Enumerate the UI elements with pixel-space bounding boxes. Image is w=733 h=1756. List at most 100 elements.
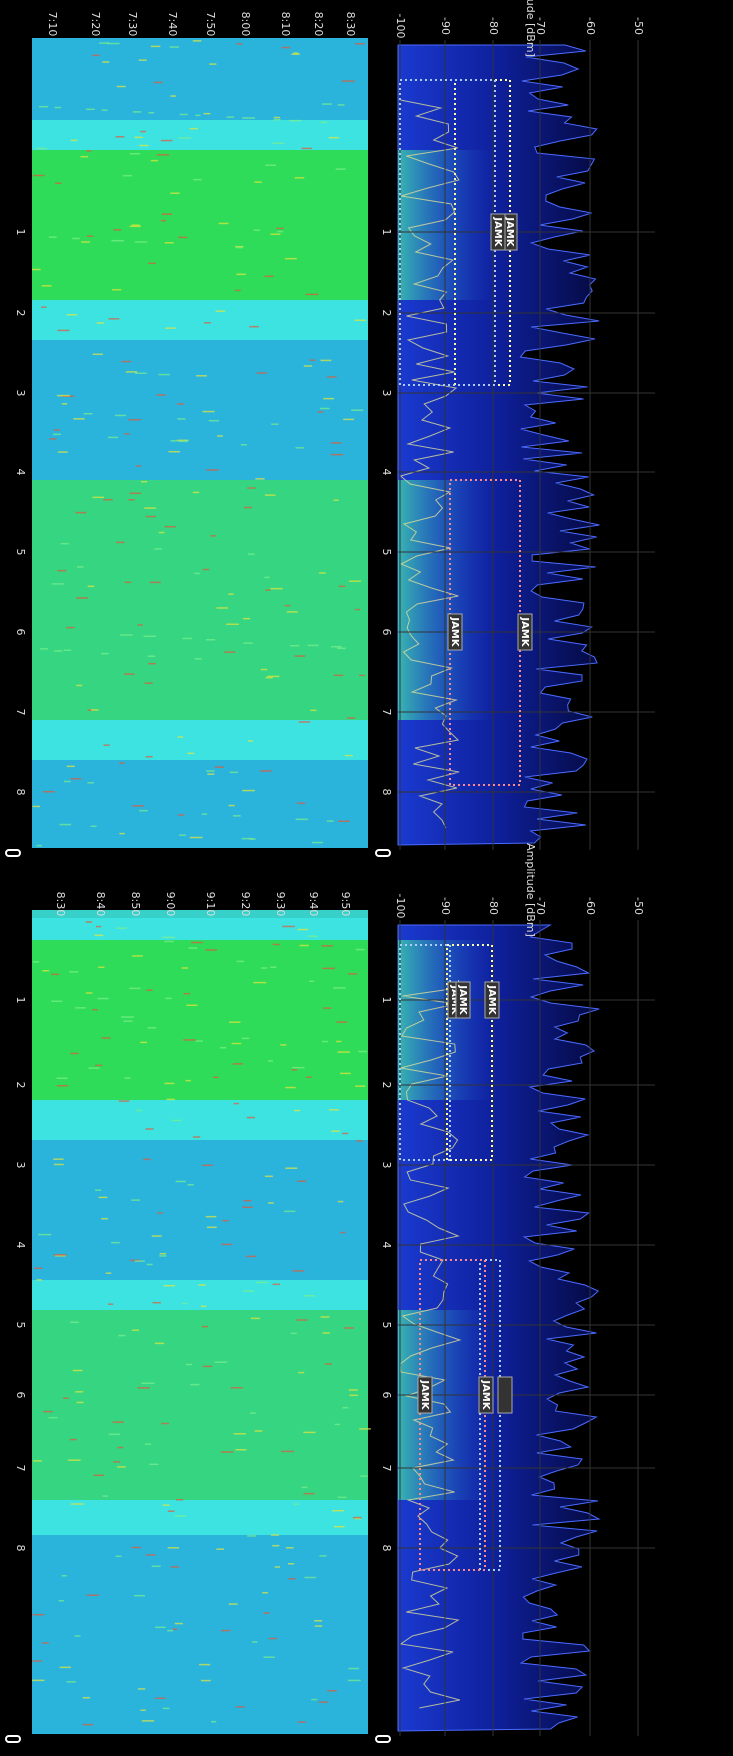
waterfall-speck (155, 1627, 165, 1629)
waterfall-speck (33, 1460, 42, 1462)
waterfall-speck (172, 1120, 181, 1122)
frequency-label: 1 (380, 997, 393, 1004)
waterfall-speck (308, 645, 319, 647)
waterfall-speck (109, 1434, 120, 1436)
waterfall-speck (344, 1327, 354, 1329)
waterfall-speck (77, 566, 84, 568)
waterfall-speck (327, 1690, 337, 1692)
waterfall-speck (319, 1555, 326, 1557)
waterfall-speck (247, 1117, 255, 1119)
waterfall-speck (331, 646, 342, 648)
waterfall-speck (345, 755, 353, 757)
waterfall-speck (146, 756, 153, 758)
waterfall-speck (177, 418, 185, 420)
waterfall-speck (111, 1242, 120, 1244)
waterfall-speck (262, 1592, 268, 1594)
waterfall-speck (202, 411, 214, 413)
waterfall-speck (155, 1698, 166, 1700)
frequency-label: 1 (14, 997, 27, 1004)
waterfall-speck (159, 1255, 166, 1257)
waterfall-speck (331, 454, 344, 456)
frequency-label: 6 (380, 1392, 393, 1399)
waterfall-speck (188, 947, 197, 949)
waterfall-speck (186, 1005, 197, 1007)
waterfall-speck (146, 1554, 156, 1556)
waterfall-speck (172, 1628, 177, 1630)
frequency-label: 6 (14, 629, 27, 636)
waterfall-speck (271, 423, 278, 425)
waterfall-speck (165, 242, 174, 244)
waterfall-speck (295, 447, 303, 449)
waterfall-speck (131, 1199, 140, 1201)
amplitude-label: -50 (632, 17, 645, 35)
waterfall-speck (171, 1566, 180, 1568)
waterfall-speck (336, 168, 346, 170)
time-label: 7:10 (46, 12, 59, 37)
waterfall-speck (243, 618, 250, 620)
waterfall-speck (178, 237, 187, 239)
waterfall-speck (334, 675, 343, 677)
waterfall-speck (340, 1232, 345, 1234)
frequency-label: 7 (14, 1465, 27, 1472)
waterfall-speck (176, 1181, 186, 1183)
waterfall-speck (320, 122, 327, 124)
waterfall-speck (118, 1335, 125, 1337)
waterfall-speck (41, 306, 46, 308)
waterfall-speck (134, 1595, 145, 1597)
waterfall-band (32, 720, 368, 760)
waterfall-speck (355, 320, 367, 322)
waterfall-speck (75, 1391, 83, 1393)
waterfall-speck (69, 971, 78, 973)
waterfall-speck (143, 1159, 151, 1161)
screenshot: 7:107:207:307:407:508:008:108:208:301122… (0, 0, 733, 1756)
waterfall-speck (154, 548, 161, 550)
waterfall-speck (101, 1218, 108, 1220)
waterfall-speck (86, 150, 91, 152)
frequency-label: 7 (14, 709, 27, 716)
waterfall-speck (215, 766, 224, 768)
waterfall-speck (342, 1133, 348, 1135)
waterfall-speck (57, 330, 69, 332)
waterfall-speck (68, 1459, 81, 1461)
waterfall-speck (312, 842, 323, 844)
waterfall-speck (121, 361, 131, 363)
waterfall-speck (336, 1021, 347, 1023)
waterfall-speck (113, 1461, 120, 1463)
waterfall-speck (53, 434, 61, 436)
waterfall-speck (264, 577, 269, 579)
waterfall-speck (108, 1303, 113, 1305)
waterfall-speck (96, 926, 101, 928)
waterfall-speck (81, 156, 89, 158)
waterfall-speck (103, 1495, 108, 1497)
waterfall-speck (133, 111, 141, 113)
waterfall-speck (343, 419, 354, 421)
waterfall-speck (236, 274, 245, 276)
waterfall-speck (235, 1449, 246, 1451)
waterfall-speck (224, 651, 235, 653)
waterfall-speck (190, 128, 198, 130)
waterfall-speck (236, 43, 242, 45)
waterfall-speck (170, 95, 176, 97)
waterfall-speck (155, 1343, 164, 1345)
waterfall-speck (146, 516, 156, 518)
waterfall-speck (236, 1706, 245, 1708)
waterfall-speck (360, 1475, 367, 1477)
waterfall-speck (154, 82, 163, 84)
waterfall-speck (229, 805, 235, 807)
frequency-label: 8 (380, 1545, 393, 1552)
waterfall-speck (303, 1432, 315, 1434)
waterfall-speck (49, 236, 57, 238)
waterfall-speck (305, 294, 318, 296)
waterfall-speck (249, 326, 259, 328)
waterfall-speck (209, 420, 219, 422)
waterfall-speck (202, 813, 207, 815)
waterfall-speck (176, 1499, 183, 1501)
waterfall-speck (282, 47, 291, 49)
waterfall-speck (55, 107, 61, 109)
waterfall-speck (207, 773, 214, 775)
waterfall-speck (228, 593, 233, 595)
waterfall-speck (97, 998, 108, 1000)
time-label: 9:30 (274, 892, 287, 917)
waterfall-speck (128, 499, 134, 501)
waterfall-speck (135, 137, 143, 139)
